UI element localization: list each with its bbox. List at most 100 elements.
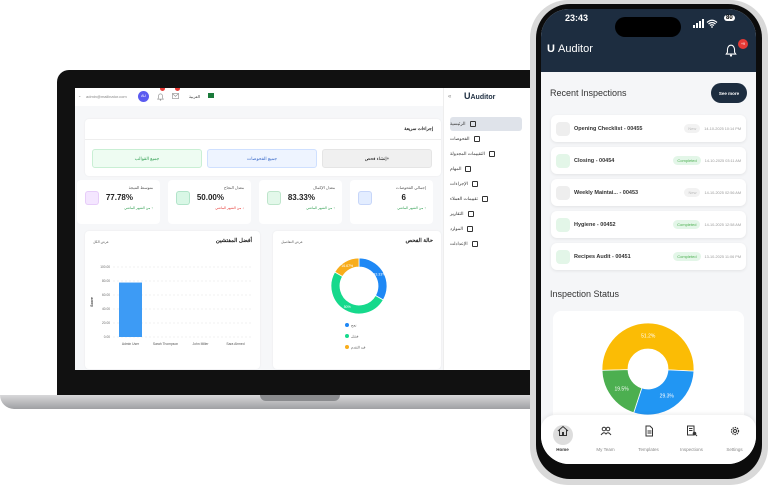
inspection-list-item[interactable]: Closing - 00454 Completed 14-10-2025 03:11… <box>551 147 746 174</box>
collapse-icon[interactable]: « <box>448 94 452 100</box>
stat-change: ↑ من الشهر الماضي <box>397 206 426 210</box>
stat-icon <box>176 191 190 205</box>
notification-badge: +9 <box>738 39 748 49</box>
stat-card: معدل الإكمال 83.33% ↑ من الشهر الماضي <box>259 180 342 224</box>
clipboard-icon <box>556 153 570 168</box>
legend-marker <box>345 334 349 338</box>
inspection-status-title: Inspection Status <box>550 289 620 299</box>
y-axis-label: Score <box>90 297 94 307</box>
slice-label: 33.33% <box>373 273 385 277</box>
stat-value: 77.78% <box>105 193 133 202</box>
sidebar-item-2[interactable]: التقييمات المجدولة <box>450 147 522 161</box>
dynamic-island <box>615 17 681 37</box>
nav-label: Home <box>556 447 569 452</box>
inspection-name: Closing - 00454 <box>574 157 615 164</box>
divider <box>85 139 441 140</box>
bell-icon[interactable] <box>725 44 737 57</box>
home-icon <box>552 425 573 445</box>
x-tick-label: Admin User <box>122 342 140 346</box>
stat-value: 50.00% <box>196 193 224 202</box>
inspection-list-item[interactable]: Weekly Maintai... - 00453 New 14-10-2025 0… <box>551 179 746 206</box>
chevron-down-icon[interactable]: ⌄ <box>452 226 456 231</box>
menu-icon <box>471 241 478 247</box>
see-more-button[interactable]: See more <box>711 83 747 103</box>
menu-icon <box>473 136 480 142</box>
legend-label: نجح <box>351 323 357 327</box>
inspection-date: 14-10-2025 10:14 PM <box>704 126 741 131</box>
view-details-link[interactable]: عرض التفاصيل <box>281 240 303 244</box>
y-tick-label: 60.00 <box>102 293 110 297</box>
inspection-list-item[interactable]: Hygiene - 00452 Completed 14-10-2025 12:58… <box>551 211 746 238</box>
nav-label: Inspections <box>680 447 703 452</box>
menu-icon <box>465 166 472 172</box>
sidebar: « UAuditor الرئيسية الفحوصات التقييمات الم… <box>443 88 530 370</box>
y-tick-label: 80.00 <box>102 279 110 283</box>
sidebar-item-label: التقارير <box>450 211 464 216</box>
nav-my-team[interactable]: My Team <box>584 421 627 452</box>
inspection-status-card: 51.2% 29.3% 19.5% <box>553 311 744 431</box>
donut-slice[interactable] <box>334 257 360 278</box>
menu-icon <box>481 196 488 202</box>
mail-badge <box>175 88 180 91</box>
status-chart-title: حالة الفحص <box>405 238 433 244</box>
bottom-nav: Home My Team Templates Inspections Settings <box>541 415 756 464</box>
sidebar-item-1[interactable]: الفحوصات <box>450 132 522 146</box>
language-switch[interactable]: العربية <box>189 94 200 99</box>
sidebar-item-7[interactable]: الموارد ⌄ <box>450 222 522 236</box>
slice-label: 50% <box>344 305 351 309</box>
top-inspectors-card: أفضل المفتشين عرض الكل 0.00 20.00 40.00 60.… <box>85 231 260 369</box>
view-all-link[interactable]: عرض الكل <box>93 240 109 244</box>
phone-status-donut-chart: 51.2% 29.3% 19.5% <box>601 322 695 416</box>
nav-home[interactable]: Home <box>541 421 584 452</box>
inspection-name: Hygiene - 00452 <box>574 221 616 228</box>
nav-settings[interactable]: Settings <box>713 421 756 452</box>
all-templates-button[interactable]: جميع القوالب <box>92 149 202 168</box>
create-inspection-button[interactable]: +إنشاء فحص <box>322 149 432 168</box>
stat-label: متوسط النتيجة <box>128 185 153 190</box>
donut-slice[interactable] <box>633 369 695 416</box>
laptop-base <box>0 395 600 409</box>
donut-slice[interactable] <box>601 322 695 372</box>
user-email[interactable]: admin@mailinator.com <box>86 94 127 99</box>
inspection-date: 14-10-2025 02:56 AM <box>704 190 741 195</box>
inspection-list-item[interactable]: Opening Checklist - 00455 New 14-10-2025 1… <box>551 115 746 142</box>
sidebar-item-0[interactable]: الرئيسية <box>450 117 522 131</box>
y-tick-label: 40.00 <box>102 307 110 311</box>
clipboard-icon <box>556 121 570 136</box>
nav-inspections[interactable]: Inspections <box>670 421 713 452</box>
avatar[interactable]: AU <box>138 91 149 102</box>
stat-card: معدل النجاح 50.00% ↓ من الشهر الماضي <box>168 180 251 224</box>
all-inspections-button[interactable]: جميع الفحوصات <box>207 149 317 168</box>
inspection-date: 14-10-2025 03:11 AM <box>704 158 741 163</box>
nav-label: Settings <box>726 447 743 452</box>
chevron-down-icon[interactable]: ⌄ <box>78 93 82 98</box>
menu-icon <box>471 181 478 187</box>
sidebar-item-4[interactable]: الإجراءات <box>450 177 522 191</box>
inspection-list-item[interactable]: Recipes Audit - 00451 Completed 13-10-2025… <box>551 243 746 270</box>
donut-slice[interactable] <box>358 257 388 301</box>
sidebar-item-label: الموارد <box>450 226 463 231</box>
slice-label: 51.2% <box>641 334 656 340</box>
menu-icon <box>469 121 476 127</box>
x-tick-label: Sarah Thompson <box>153 342 178 346</box>
sidebar-item-8[interactable]: الإعدادات ⌄ <box>450 237 522 251</box>
signal-wifi-icon <box>693 15 719 28</box>
inspection-name: Weekly Maintai... - 00453 <box>574 189 639 196</box>
nav-templates[interactable]: Templates <box>627 421 670 452</box>
y-tick-label: 100.00 <box>100 265 110 269</box>
sidebar-item-label: الفحوصات <box>450 136 470 141</box>
sidebar-item-6[interactable]: التقارير ⌄ <box>450 207 522 221</box>
bar[interactable] <box>119 282 142 337</box>
mail-icon[interactable] <box>172 93 179 100</box>
bell-icon[interactable] <box>157 93 164 101</box>
sidebar-item-3[interactable]: المهام <box>450 162 522 176</box>
chevron-down-icon[interactable]: ⌄ <box>452 211 456 216</box>
donut-slice[interactable] <box>330 271 384 315</box>
x-tick-label: John Miller <box>193 342 210 346</box>
stat-value: 6 <box>401 193 406 202</box>
chevron-down-icon[interactable]: ⌄ <box>452 241 456 246</box>
quick-actions-card: إجراءات سريعة +إنشاء فحص جميع الفحوصات ج… <box>85 119 441 176</box>
sidebar-item-5[interactable]: تقييمات العملاء <box>450 192 522 206</box>
donut-slice[interactable] <box>601 369 643 414</box>
menu-icon <box>488 151 495 157</box>
